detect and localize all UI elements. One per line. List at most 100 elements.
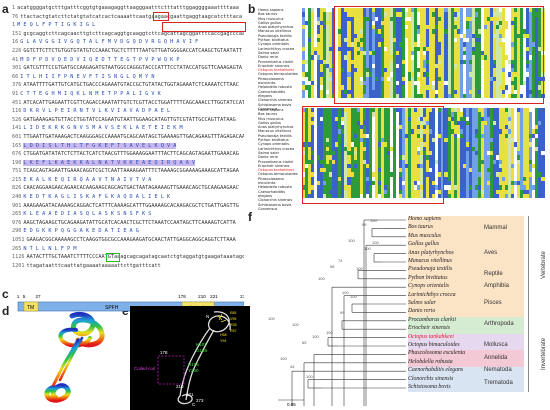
sequence-text: L I D E K R K G N V S M A V S E K L A E … bbox=[23, 125, 183, 132]
bootstrap-value: 100 bbox=[356, 266, 363, 271]
sequence-row: 826 CAACAGGAAGAACAGAACACAAGAAGCAGCAGTGACT… bbox=[12, 184, 244, 193]
scale-bar-label: 0.05 bbox=[287, 402, 296, 406]
sequence-text: AAGCTAGAAGCTGCAGAAGATATTGCATCACAACTCGCTT… bbox=[23, 219, 236, 226]
alignment-row bbox=[302, 150, 545, 156]
clade-label: Amphibia bbox=[484, 283, 510, 290]
label-g189: G189 bbox=[196, 348, 208, 353]
sequence-row: 16 G L A V G G I V G Q T A L F M V D G Q … bbox=[12, 38, 244, 47]
alignment-species-name: Gallus gallus bbox=[258, 120, 281, 125]
sequence-row: 676 CTGGATGATATATCTCTTACTCATCTAACGTTTGGAA… bbox=[12, 150, 244, 159]
alignment-row bbox=[302, 198, 545, 203]
alignment-species-name: Clonorchis sinensis bbox=[258, 198, 293, 203]
bootstrap-value: 99 bbox=[362, 222, 367, 227]
domain-tick-label: 178 bbox=[178, 294, 186, 299]
sequence-row-number: 1051 bbox=[12, 237, 25, 244]
alignment-species-name: Phascolosoma esculenta bbox=[258, 176, 284, 186]
label-178: 178 bbox=[160, 350, 168, 355]
sequence-row-number: 91 bbox=[12, 90, 19, 97]
label-y94: Y94 bbox=[220, 339, 226, 343]
sequence-text: M D F P D V Q E D V I Q E D T T E G T P … bbox=[20, 56, 180, 63]
alignment-row bbox=[302, 68, 545, 73]
label-h58: H58 bbox=[220, 333, 227, 337]
alignment-row bbox=[302, 85, 545, 90]
bootstrap-value: 100 bbox=[342, 290, 349, 295]
species-label: Salmo salar bbox=[408, 300, 436, 306]
bootstrap-value: 100 bbox=[318, 276, 325, 281]
tm-region-box bbox=[162, 22, 246, 32]
alignment-species-name: Manacus vitellinus bbox=[258, 129, 292, 134]
alignment-row bbox=[302, 42, 545, 47]
clade-label: Aves bbox=[484, 249, 498, 256]
sequence-row-number: 1 bbox=[12, 5, 16, 11]
sequence-row-number: 751 bbox=[12, 168, 22, 175]
sequence-row-number: 301 bbox=[12, 65, 22, 72]
sequence-text: ATCACATTGAGAATTCGTTCAGACCAAATATTGTCTCGTT… bbox=[23, 99, 244, 106]
alignment-species-name: Consensus bbox=[258, 106, 278, 111]
sequence-text: GATCGTTTCCGTGATGCCAAGAGATGTAATGGCCAGGGTA… bbox=[23, 65, 242, 72]
label-221: 221 bbox=[186, 392, 194, 397]
alignment-species-name: Python bivittatus bbox=[258, 38, 289, 43]
species-label: Gallus gallus bbox=[408, 241, 440, 248]
alignment-block-top: Homo sapiens Bos taurus Mus musculus Gallus… bbox=[258, 4, 545, 111]
alignment-row bbox=[302, 138, 545, 143]
alignment-matrix bbox=[302, 8, 545, 103]
alignment-frame-bottom bbox=[302, 106, 444, 204]
alignment-row bbox=[302, 55, 545, 60]
alignment-species-name: Larimichthys crocea bbox=[258, 46, 295, 51]
sequence-row: 976 AAGCTAGAAGCTGCAGAAGATATTGCATCACAACTCG… bbox=[12, 219, 244, 228]
alignment-species-name: Helobdella robusta bbox=[258, 85, 292, 90]
sequence-row: 265 K L E A A E D I A S Q L A S K S N S F… bbox=[12, 210, 244, 219]
alignment-species-name: Clonorchis sinensis bbox=[258, 98, 293, 103]
alignment-species-names: Homo sapiens Bos taurus Mus musculus Gallus… bbox=[258, 108, 300, 211]
bootstrap-value: 74 bbox=[338, 258, 343, 263]
alignment-row bbox=[302, 129, 545, 134]
clade-band bbox=[408, 367, 524, 376]
alignment-block-bottom: Homo sapiens Bos taurus Mus musculus Gallus… bbox=[258, 104, 545, 211]
sequence-row-number: 901 bbox=[12, 202, 22, 209]
bootstrap-value: 100 bbox=[280, 356, 287, 361]
clade-band bbox=[408, 216, 524, 242]
sequence-row: 265 N T L L N L F P M bbox=[12, 245, 244, 254]
sequence-text: CTGGATGATATATCTCTTACTCATCTAACGTTTGGAAAGG… bbox=[23, 151, 239, 158]
sequence-row-number: 141 bbox=[12, 125, 22, 132]
sequence-text: TTGAATTGATAAAGACTCAAGGGAGCCAAAATGCAGCAAT… bbox=[23, 133, 244, 140]
alignment-species-name: Mus musculus bbox=[258, 116, 284, 121]
sequence-row: 141 L I D E K R K G N V S M A V S E K L A… bbox=[12, 124, 244, 133]
alignment-row bbox=[302, 93, 545, 99]
alignment-row bbox=[302, 193, 545, 199]
alignment-row bbox=[302, 29, 545, 34]
species-label: Eriocheir sinensis bbox=[408, 325, 451, 332]
alignment-row bbox=[302, 98, 545, 103]
alignment-row bbox=[302, 8, 545, 13]
tree-branches: 0.05100991001001001007498100100100991001… bbox=[268, 218, 406, 406]
sequence-row-number: 1201 bbox=[12, 262, 25, 269]
sequence-row-number: 976 bbox=[12, 219, 22, 226]
alignment-row bbox=[302, 16, 545, 21]
sequence-row: 91 C T T E G H M I Q K L N M E T P P A L … bbox=[12, 90, 244, 99]
alignment-species-name: Anas platyrhynchos bbox=[258, 125, 294, 130]
label-r57: R57 bbox=[230, 329, 237, 333]
alignment-species-name: Procambarus clarkii bbox=[258, 59, 294, 64]
sequence-text: ATAATTTTGATTGTCATGCTGACCCAGAAATGTACCGCTG… bbox=[23, 82, 239, 89]
sequence-row: 116 D K R V L P E I R N T V L K V I A V A… bbox=[12, 107, 244, 116]
sequence-text: M E Q L F P T I G K I G L bbox=[17, 22, 96, 29]
sequence-row: 165 L D D I S L T H L T F G K E F T S A V… bbox=[12, 142, 244, 151]
sequence-text: TCAGCAGTAGAATTGAAACAGGTCGCTCAATTAAAAGAAT… bbox=[23, 168, 239, 175]
sequence-row-number: 190 bbox=[12, 159, 22, 166]
tm-label: TM bbox=[27, 305, 34, 311]
species-label: Manacus vitellinus bbox=[408, 258, 452, 264]
alignment-species-name: Octopus tankahkeei bbox=[258, 68, 294, 73]
sequence-text: N T L L N L F P M bbox=[23, 245, 77, 252]
phylogenetic-tree: Mammal Aves Reptile Amphibia Pisces Arthropod… bbox=[258, 210, 548, 406]
alignment-species-name: Salmo salar bbox=[258, 150, 280, 155]
sequence-text: C T T E G H M I Q K L N M E T P P A L I … bbox=[20, 90, 161, 97]
alignment-species-name: Eriocheir sinensis bbox=[258, 163, 290, 168]
alignment-row bbox=[302, 59, 545, 64]
sequence-text: CAACAGGAAGAACAGAACACAAGAAGCAGCAGTGACTAAT… bbox=[23, 185, 239, 192]
sequence-row-number: 165 bbox=[12, 142, 22, 149]
bootstrap-value: 98 bbox=[330, 264, 335, 269]
bootstrap-value: 100 bbox=[292, 322, 299, 327]
alignment-species-name: Caenorhabditis elegans bbox=[258, 89, 286, 98]
sequence-text: K L E A A E D I A S Q L A S K S N S F K … bbox=[23, 211, 152, 218]
alignment-row bbox=[302, 63, 545, 69]
